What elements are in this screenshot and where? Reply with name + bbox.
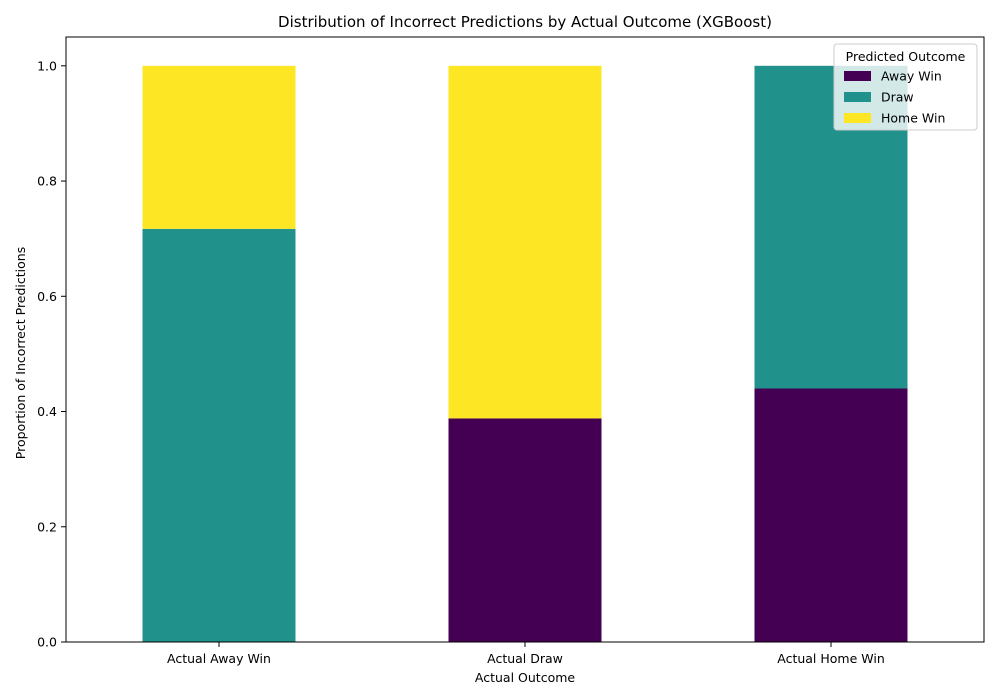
y-axis-label: Proportion of Incorrect Predictions	[13, 247, 28, 459]
chart-title: Distribution of Incorrect Predictions by…	[278, 13, 772, 31]
x-axis-label: Actual Outcome	[475, 670, 575, 685]
bar-actual-draw-home-win	[448, 65, 602, 419]
y-tick-label: 0.2	[37, 519, 57, 534]
legend-swatch	[844, 92, 871, 102]
legend-swatch	[844, 113, 871, 123]
x-tick-label: Actual Home Win	[777, 651, 885, 666]
y-tick-label: 0.0	[37, 635, 57, 650]
bar-actual-away-win-home-win	[142, 65, 296, 229]
legend-title: Predicted Outcome	[846, 49, 966, 64]
legend-entry: Home Win	[881, 111, 945, 126]
y-tick-label: 1.0	[37, 58, 57, 73]
axes-frame	[65, 36, 985, 643]
x-tick-label: Actual Draw	[487, 651, 563, 666]
legend-box	[833, 43, 978, 131]
legend: Predicted Outcome Away Win Draw Home Win	[833, 43, 978, 131]
legend-entry: Away Win	[881, 69, 942, 84]
y-tick-label: 0.6	[37, 289, 57, 304]
legend-swatch	[844, 71, 871, 81]
bar-actual-draw-away-win	[448, 418, 602, 642]
x-tick-label: Actual Away Win	[167, 651, 271, 666]
bar-actual-away-win-draw	[142, 228, 296, 642]
y-tick-label: 0.8	[37, 174, 57, 189]
bar-actual-home-win-away-win	[754, 388, 908, 642]
legend-entry: Draw	[881, 90, 914, 105]
y-tick-label: 0.4	[37, 404, 57, 419]
plot-area: Actual Away Win Actual Draw Actual Home Wi…	[37, 36, 985, 666]
